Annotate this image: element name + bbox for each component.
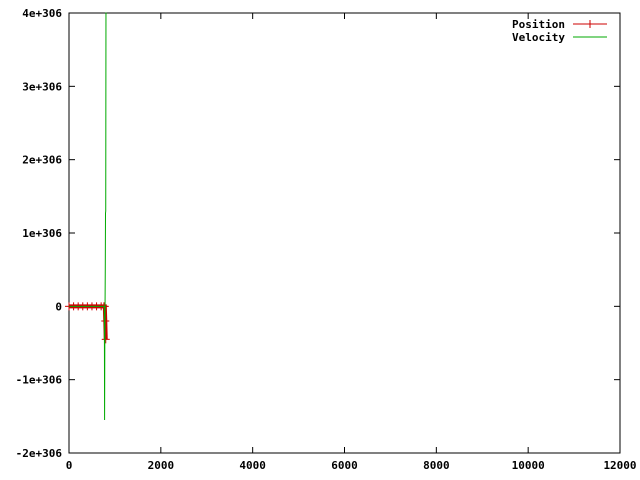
series-layer — [65, 12, 110, 421]
x-tick-label: 12000 — [603, 459, 636, 472]
y-tick-label: -1e+306 — [16, 374, 63, 387]
x-tick-label: 8000 — [423, 459, 450, 472]
data-point-position — [101, 335, 110, 344]
legend-label-position: Position — [512, 18, 565, 31]
x-tick-label: 10000 — [512, 459, 545, 472]
y-axis: -2e+306 -1e+306 0 1e+306 2e+306 3e+306 4e+306 — [16, 7, 620, 460]
y-tick-label: 2e+306 — [22, 154, 62, 167]
series-line-velocity — [69, 12, 107, 421]
y-tick-label: -2e+306 — [16, 447, 63, 460]
series-line-position — [69, 304, 108, 340]
x-tick-label: 4000 — [239, 459, 266, 472]
legend-label-velocity: Velocity — [512, 31, 565, 44]
x-tick-label: 6000 — [331, 459, 358, 472]
y-tick-label: 0 — [55, 300, 62, 313]
y-tick-label: 1e+306 — [22, 227, 62, 240]
plot-frame — [68, 12, 621, 454]
y-tick-label: 3e+306 — [22, 80, 62, 93]
y-tick-label: 4e+306 — [22, 7, 62, 20]
x-axis: 0 2000 4000 6000 8000 10000 12000 — [66, 13, 637, 472]
x-tick-label: 0 — [66, 459, 73, 472]
x-tick-label: 2000 — [148, 459, 175, 472]
